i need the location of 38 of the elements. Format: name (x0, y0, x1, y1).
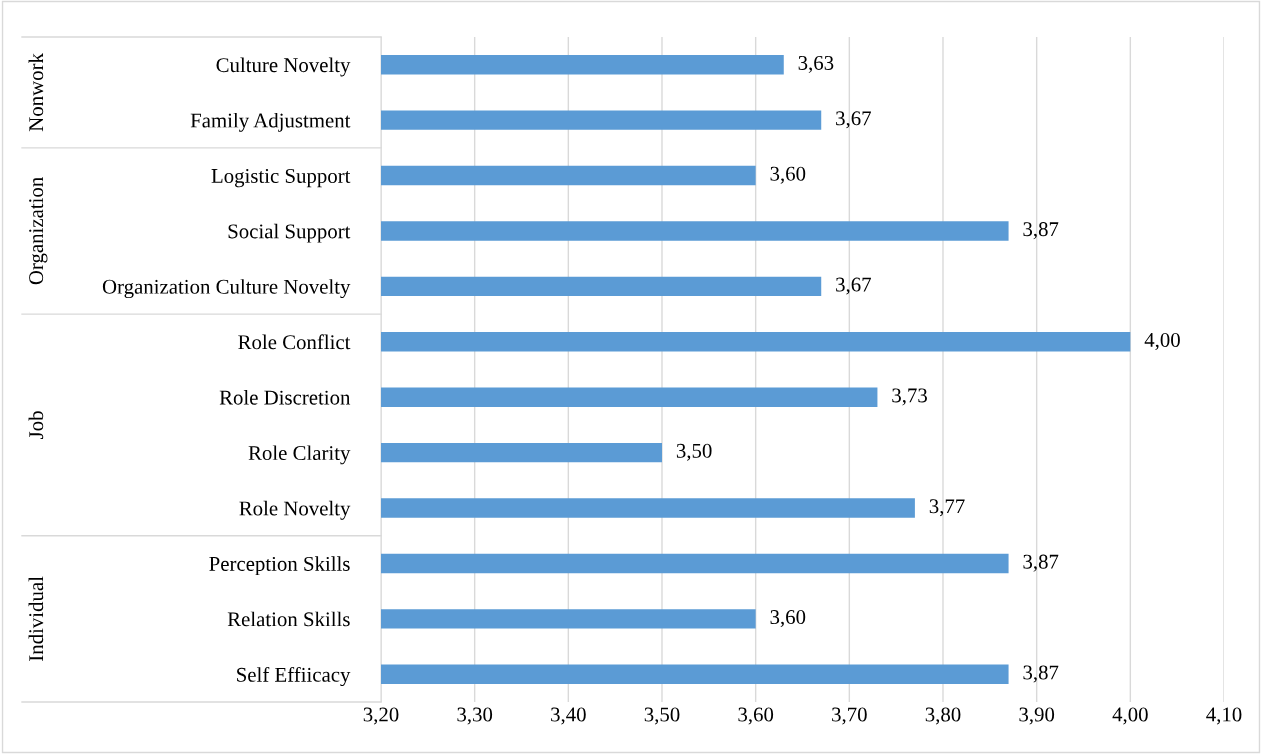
y-tick-label: Logistic Support (211, 168, 351, 188)
x-tick-label: 4,00 (1112, 707, 1148, 725)
y-tick-label: Self Effiicacy (237, 666, 351, 687)
x-tick-label: 3,40 (551, 707, 586, 725)
data-label: 3,67 (836, 277, 871, 295)
data-label: 3,50 (676, 443, 712, 461)
y-tick-label: Organization Culture Novelty (102, 279, 351, 299)
text: Organization (29, 177, 48, 285)
data-label: 3,60 (770, 166, 806, 184)
y-tick-label: Role Novelty (239, 500, 351, 520)
x-tick-label: 3,60 (738, 707, 774, 725)
x-tick-label: 4,10 (1206, 707, 1242, 725)
y-tick-label: Social Support (228, 223, 351, 243)
x-tick-label: 3,80 (925, 707, 961, 725)
x-tick-label: 3,90 (1019, 707, 1055, 725)
data-label: 4,00 (1144, 332, 1180, 350)
data-label: 3,87 (1023, 665, 1059, 683)
data-label: 3,63 (798, 55, 834, 73)
x-tick-label: 3,50 (644, 707, 680, 725)
data-label: 3,60 (770, 610, 806, 628)
text: Individual (28, 576, 44, 661)
y-tick-label: Role Conflict (238, 334, 351, 350)
text: Nonwork (28, 53, 44, 132)
text: Job (28, 411, 44, 439)
x-tick-label: 3,20 (363, 707, 399, 725)
x-tick-label: 3,70 (832, 707, 867, 725)
y-tick-label: Relation Skills (227, 611, 350, 627)
y-tick-label: Role Discretion (219, 389, 351, 405)
y-tick-label: Culture Novelty (216, 57, 351, 77)
y-tick-label: Role Clarity (248, 445, 351, 465)
y-tick-label: Family Adjustment (190, 112, 351, 132)
y-tick-label: Perception Skills (209, 556, 350, 576)
data-label: 3,87 (1023, 554, 1059, 572)
x-tick-label: 3,30 (457, 707, 493, 725)
data-label: 3,77 (929, 499, 965, 517)
data-label: 3,73 (892, 388, 927, 406)
data-label: 3,67 (836, 111, 871, 129)
data-label: 3,87 (1023, 222, 1059, 240)
